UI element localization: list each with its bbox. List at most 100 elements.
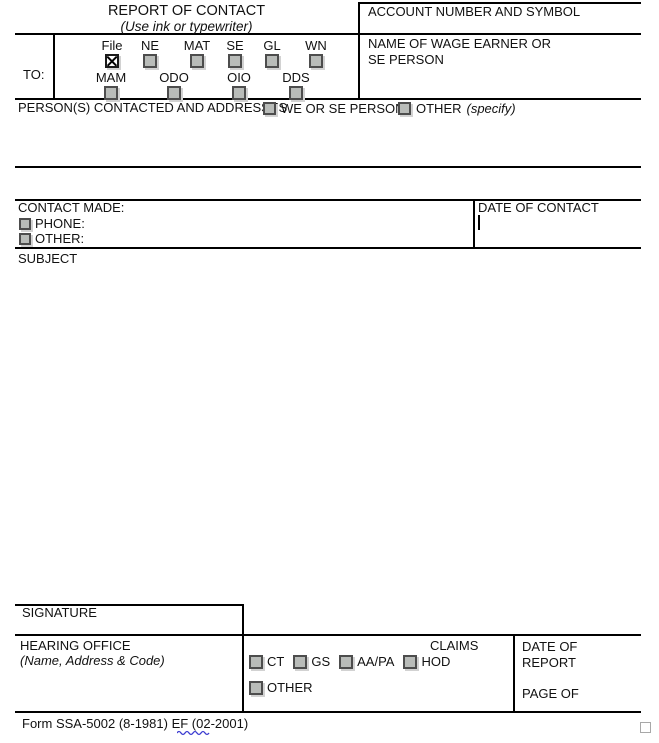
divider <box>15 604 243 606</box>
divider <box>15 166 641 168</box>
divider <box>358 2 641 4</box>
to-option-label: NE <box>140 38 160 53</box>
wage-earner-name-field[interactable] <box>360 68 640 96</box>
ne-checkbox[interactable] <box>143 54 157 68</box>
file-checkbox[interactable] <box>105 54 119 68</box>
divider <box>15 634 641 636</box>
mam-checkbox[interactable] <box>104 86 118 100</box>
divider <box>473 199 475 248</box>
to-option-label: MAT <box>183 38 211 53</box>
to-option-odo[interactable]: ODO <box>152 70 196 100</box>
claims-option-label: CT <box>267 654 285 669</box>
odo-checkbox[interactable] <box>167 86 181 100</box>
other-contact-label: OTHER <box>416 101 462 116</box>
divider <box>15 98 641 100</box>
mat-checkbox[interactable] <box>190 54 204 68</box>
divider <box>15 247 641 249</box>
date-of-contact-field[interactable] <box>475 213 639 246</box>
to-option-label: MAM <box>95 70 127 85</box>
to-option-oio[interactable]: OIO <box>217 70 261 100</box>
anchor-box <box>640 722 651 733</box>
text-cursor <box>478 215 480 230</box>
to-option-label: OIO <box>227 70 251 85</box>
claims-options-row: CT GS AA/PA HOD <box>249 654 450 669</box>
to-option-dds[interactable]: DDS <box>274 70 318 100</box>
claims-option-label: HOD <box>421 654 451 669</box>
phone-checkbox[interactable] <box>19 217 31 230</box>
gs-checkbox[interactable] <box>293 654 308 669</box>
other-contact-option[interactable]: OTHER (specify) <box>398 101 516 116</box>
subject-field[interactable] <box>16 267 640 602</box>
hearing-office-note: (Name, Address & Code) <box>20 653 165 668</box>
to-option-label: SE <box>226 38 244 53</box>
contact-made-label: CONTACT MADE: <box>18 200 125 215</box>
to-option-label: ODO <box>159 70 189 85</box>
hearing-office-field[interactable] <box>16 670 240 710</box>
gl-checkbox[interactable] <box>265 54 279 68</box>
we-or-se-checkbox[interactable] <box>263 102 276 115</box>
claims-option-label: GS <box>311 654 331 669</box>
phone-label: PHONE: <box>35 216 85 231</box>
ct-checkbox[interactable] <box>249 654 263 669</box>
we-or-se-label: WE OR SE PERSON <box>281 101 405 116</box>
subject-label: SUBJECT <box>18 251 78 266</box>
dds-checkbox[interactable] <box>289 86 303 100</box>
to-option-label: File <box>101 38 123 53</box>
divider <box>242 604 244 712</box>
oio-checkbox[interactable] <box>232 86 246 100</box>
contact-other-checkbox[interactable] <box>19 232 31 245</box>
claims-option-ct[interactable]: CT <box>249 654 284 669</box>
se-checkbox[interactable] <box>228 54 242 68</box>
account-number-field[interactable] <box>360 18 640 32</box>
claims-other-checkbox[interactable] <box>249 680 263 695</box>
to-option-file[interactable]: File <box>90 38 134 68</box>
claims-option-aapa[interactable]: AA/PA <box>339 654 394 669</box>
persons-contacted-label: PERSON(S) CONTACTED AND ADDRESSES <box>18 100 288 115</box>
to-option-wn[interactable]: WN <box>294 38 338 68</box>
divider <box>358 2 360 99</box>
to-option-gl[interactable]: GL <box>250 38 294 68</box>
to-option-mat[interactable]: MAT <box>175 38 219 68</box>
contact-other-option[interactable]: OTHER: <box>19 231 84 246</box>
account-number-label: ACCOUNT NUMBER AND SYMBOL <box>368 4 581 19</box>
wn-checkbox[interactable] <box>309 54 323 68</box>
contact-other-label: OTHER: <box>35 231 85 246</box>
claims-label: CLAIMS <box>430 638 479 653</box>
phone-option[interactable]: PHONE: <box>19 216 85 231</box>
other-contact-checkbox[interactable] <box>398 102 411 115</box>
we-or-se-option[interactable]: WE OR SE PERSON <box>263 101 405 116</box>
hod-checkbox[interactable] <box>403 654 418 669</box>
to-label: TO: <box>23 67 45 82</box>
persons-contacted-field[interactable] <box>16 118 640 164</box>
claims-option-gs[interactable]: GS <box>293 654 330 669</box>
claims-option-label: AA/PA <box>357 654 395 669</box>
aapa-checkbox[interactable] <box>339 654 354 669</box>
to-option-label: WN <box>305 38 327 53</box>
form-number: Form SSA-5002 (8-1981) EF (02-2001) <box>22 716 249 731</box>
form-title: REPORT OF CONTACT <box>107 3 266 19</box>
spellcheck-squiggle-icon <box>177 730 210 736</box>
divider <box>15 33 641 35</box>
date-of-report-field[interactable] <box>516 668 638 685</box>
signature-label: SIGNATURE <box>22 605 97 620</box>
to-option-label: GL <box>263 38 281 53</box>
divider <box>15 711 641 713</box>
claims-other-label: OTHER <box>267 680 313 695</box>
page-of-label: PAGE OF <box>522 686 579 701</box>
divider <box>53 33 55 99</box>
hearing-office-label: HEARING OFFICE <box>20 638 131 653</box>
claims-other-option[interactable]: OTHER <box>249 680 313 695</box>
date-of-report-label: DATE OF REPORT <box>522 639 578 670</box>
divider <box>513 634 515 712</box>
to-option-mam[interactable]: MAM <box>89 70 133 100</box>
other-specify-note: (specify) <box>466 101 516 116</box>
divider <box>15 199 641 201</box>
form-subtitle: (Use ink or typewriter) <box>120 19 253 34</box>
wage-earner-label: NAME OF WAGE EARNER OR SE PERSON <box>368 36 551 67</box>
claims-option-hod[interactable]: HOD <box>403 654 450 669</box>
to-option-ne[interactable]: NE <box>128 38 172 68</box>
to-option-label: DDS <box>282 70 310 85</box>
to-option-se[interactable]: SE <box>213 38 257 68</box>
date-of-contact-label: DATE OF CONTACT <box>478 200 599 215</box>
